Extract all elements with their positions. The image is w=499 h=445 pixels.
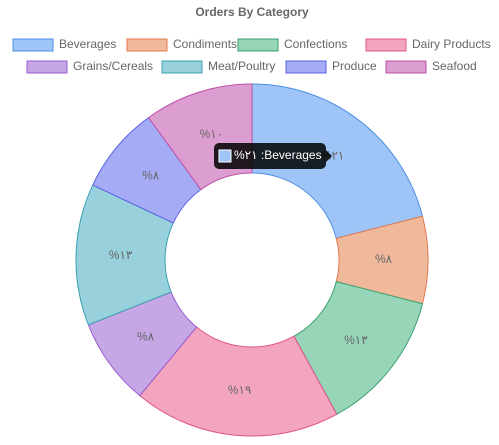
legend-swatch — [126, 38, 168, 52]
slice-label: %٨ — [375, 252, 393, 266]
legend-swatch — [12, 38, 54, 52]
legend-label: Confections — [284, 37, 347, 51]
slice-label: %١٣ — [109, 248, 133, 262]
chart-title: Orders By Category — [195, 5, 309, 19]
legend-label: Beverages — [59, 37, 116, 51]
legend-label: Dairy Products — [412, 37, 491, 51]
legend-swatch — [237, 38, 279, 52]
legend-swatch — [26, 60, 68, 74]
tooltip: %٢١ :Beverages — [214, 143, 332, 169]
legend-label: Meat/Poultry — [208, 59, 275, 73]
slice — [139, 326, 338, 437]
tooltip-arrow — [326, 150, 332, 162]
legend-swatch — [285, 60, 327, 74]
legend-swatch — [161, 60, 203, 74]
tooltip-swatch — [218, 149, 232, 163]
legend-label: Condiments — [173, 37, 237, 51]
legend-swatch — [385, 60, 427, 74]
tooltip-box — [214, 143, 326, 169]
tooltip-text: %٢١ :Beverages — [234, 148, 322, 162]
slice-label: %١٠ — [200, 127, 224, 141]
legend-label: Seafood — [432, 59, 477, 73]
legend-label: Produce — [332, 59, 377, 73]
slice-label: %١٩ — [228, 383, 252, 397]
legend-swatch — [365, 38, 407, 52]
legend-label: Grains/Cereals — [73, 59, 153, 73]
slice — [251, 83, 424, 239]
slice-label: %٨ — [142, 168, 160, 182]
slice-label: %٨ — [137, 329, 155, 343]
slice-label: %١٣ — [344, 333, 368, 347]
